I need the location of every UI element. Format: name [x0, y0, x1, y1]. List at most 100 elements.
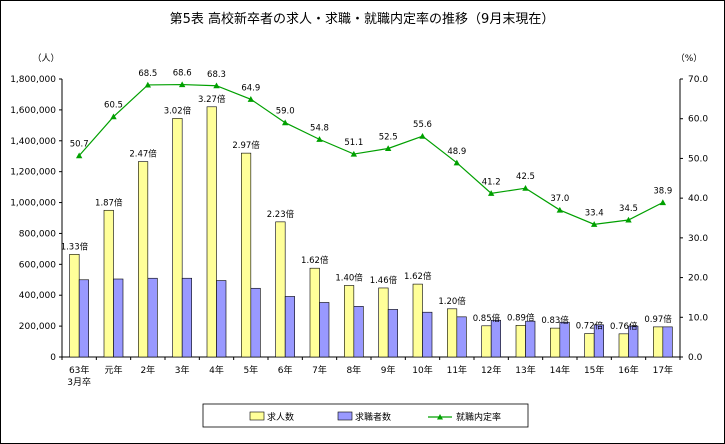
ratio-label: 1.33倍 — [61, 241, 89, 252]
bar-job-seekers — [353, 306, 364, 358]
rate-line-group — [75, 81, 667, 227]
left-tick-label: 1,600,000 — [10, 106, 56, 116]
bar-job-openings — [550, 327, 561, 358]
x-tick-label: 4年 — [209, 364, 224, 376]
rate-label: 55.6 — [413, 120, 432, 130]
rate-label: 68.3 — [207, 70, 226, 80]
rate-label: 64.9 — [241, 83, 260, 93]
ratio-label: 0.83倍 — [541, 315, 569, 326]
ratio-label: 1.20倍 — [438, 296, 466, 307]
bar-job-openings — [412, 283, 423, 358]
ratio-label: 0.97倍 — [644, 314, 672, 325]
rate-point — [453, 159, 461, 166]
rate-point — [110, 113, 117, 120]
bar-job-seekers — [216, 280, 227, 358]
right-tick-label: 50.0 — [688, 154, 708, 164]
bar-job-openings — [69, 253, 80, 358]
ratio-label: 0.76倍 — [610, 321, 638, 332]
x-tick-label: 7年 — [312, 364, 327, 376]
rate-point — [75, 152, 83, 159]
rate-point — [144, 81, 152, 88]
rate-label: 54.8 — [310, 123, 329, 133]
left-tick-label: 1,800,000 — [10, 75, 56, 85]
bar-job-openings — [481, 325, 492, 358]
bar-job-seekers — [662, 326, 673, 358]
chart-title: 第5表 高校新卒者の求人・求職・就職内定率の推移（9月末現在） — [170, 11, 555, 27]
rate-label: 34.5 — [619, 204, 638, 214]
legend: 求人数 求職者数 就職内定率 — [202, 403, 529, 428]
rate-label: 41.2 — [482, 177, 501, 187]
bar-job-openings — [309, 267, 320, 358]
legend-box — [202, 403, 529, 428]
rate-point — [350, 150, 358, 157]
bar-job-seekers — [284, 296, 295, 358]
left-tick-label: 1,200,000 — [10, 168, 56, 178]
bar-job-seekers — [525, 320, 536, 358]
rate-series-line — [78, 83, 664, 225]
rate-point — [316, 136, 323, 142]
x-tick-label: 11年 — [447, 364, 467, 376]
rate-label: 38.9 — [653, 187, 672, 197]
rate-label: 68.5 — [138, 69, 157, 79]
left-tick-label: 400,000 — [19, 291, 56, 301]
right-tick-label: 0.0 — [688, 353, 703, 363]
bar-job-openings — [206, 106, 217, 358]
rate-point — [625, 216, 632, 223]
bars-group — [69, 106, 673, 358]
bar-job-seekers — [593, 324, 604, 358]
bar-job-seekers — [147, 277, 158, 358]
rate-label: 33.4 — [585, 208, 604, 218]
x-tick-label: 8年 — [346, 364, 361, 376]
rate-point — [556, 206, 564, 213]
x-tick-label: 14年 — [550, 364, 570, 376]
ratio-label: 1.62倍 — [404, 271, 432, 282]
ratio-label: 2.23倍 — [267, 209, 295, 220]
ratio-label: 1.40倍 — [335, 272, 363, 283]
bar-job-openings — [618, 333, 629, 358]
left-tick-label: 1,400,000 — [10, 137, 56, 147]
x-tick-label: 17年 — [653, 364, 673, 376]
ratio-label: 2.47倍 — [129, 149, 157, 160]
left-tick-label: 200,000 — [19, 322, 56, 332]
rate-point — [384, 145, 392, 152]
right-tick-label: 60.0 — [688, 115, 708, 125]
rate-label: 60.5 — [104, 101, 123, 111]
bar-job-openings — [241, 152, 252, 358]
rate-point — [659, 199, 667, 206]
rate-point — [213, 82, 220, 89]
x-tick-label: 3年 — [175, 364, 190, 376]
rate-point — [419, 132, 426, 139]
bar-job-seekers — [628, 325, 639, 358]
rate-label: 50.7 — [70, 140, 89, 150]
rate-label: 68.6 — [173, 69, 192, 79]
rate-point — [247, 96, 255, 102]
ratio-label: 0.89倍 — [507, 312, 535, 323]
x-tick-label: 10年 — [412, 364, 432, 376]
x-tick-label: 13年 — [515, 364, 535, 376]
bar-job-openings — [344, 285, 355, 358]
x-tick-label: 元年 — [104, 364, 122, 376]
legend-label-job-seekers: 求職者数 — [355, 411, 391, 423]
x-tick-label: 6年 — [278, 364, 293, 376]
bar-job-seekers — [559, 321, 570, 358]
right-axis-unit: （%） — [676, 53, 703, 64]
bar-job-openings — [172, 118, 183, 358]
bar-job-seekers — [113, 278, 124, 358]
legend-swatch-job-openings — [249, 411, 265, 421]
bar-job-openings — [653, 326, 664, 358]
ratio-label: 1.46倍 — [370, 275, 398, 286]
legend-label-rate: 就職内定率 — [456, 411, 501, 423]
bar-job-openings — [275, 221, 286, 358]
left-tick-label: 600,000 — [19, 260, 56, 270]
data-labels-group: 1.33倍 1.87倍 2.47倍 3.02倍 3.27倍 2.97倍 2.23倍 1.62倍… — [61, 69, 673, 332]
ratio-label: 3.02倍 — [164, 105, 192, 116]
ratio-label: 1.87倍 — [95, 197, 123, 208]
rate-label: 51.1 — [344, 138, 363, 148]
x-tick-label: 63年 — [69, 364, 89, 376]
bar-job-openings — [515, 325, 526, 358]
rate-point — [487, 190, 495, 196]
ratio-label: 0.72倍 — [576, 321, 604, 332]
legend-label-job-openings: 求人数 — [267, 411, 294, 423]
